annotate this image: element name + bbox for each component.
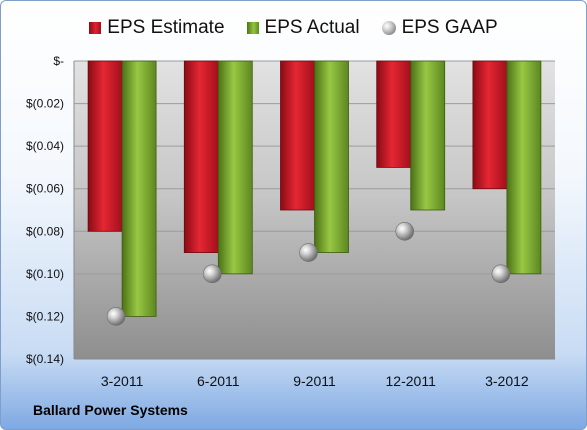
x-tick-label: 3-2011 bbox=[101, 373, 144, 389]
legend-swatch-gaap bbox=[381, 21, 396, 35]
gaap-marker bbox=[299, 243, 318, 262]
bar-estimate bbox=[376, 60, 412, 168]
legend-label-estimate: EPS Estimate bbox=[107, 17, 225, 38]
legend-item-actual: EPS Actual bbox=[246, 17, 360, 39]
gaap-marker bbox=[395, 221, 415, 241]
legend-swatch-actual bbox=[246, 22, 259, 34]
y-tick-label: $(0.14) bbox=[26, 352, 64, 366]
legend-item-estimate: EPS Estimate bbox=[89, 17, 225, 39]
company-name: Ballard Power Systems bbox=[33, 402, 188, 418]
legend: EPS Estimate EPS Actual EPS GAAP bbox=[0, 14, 587, 42]
y-tick-label: $(0.08) bbox=[26, 224, 64, 238]
y-tick-label: $(0.12) bbox=[26, 309, 64, 323]
bar-estimate bbox=[183, 60, 219, 253]
x-tick-label: 12-2011 bbox=[386, 373, 437, 389]
x-tick-label: 9-2011 bbox=[293, 373, 336, 389]
bar-actual bbox=[314, 60, 349, 253]
y-tick-label: $(0.10) bbox=[26, 267, 64, 281]
bar-estimate bbox=[472, 60, 508, 190]
legend-label-actual: EPS Actual bbox=[264, 17, 360, 38]
bar-actual bbox=[506, 60, 542, 275]
gaap-marker bbox=[106, 307, 126, 326]
legend-swatch-estimate bbox=[89, 22, 102, 34]
y-tick-label: $(0.06) bbox=[26, 182, 64, 196]
x-tick-label: 6-2011 bbox=[197, 373, 240, 389]
plot-layer: $- $(0.02) $(0.04) $(0.06) $(0.08) $(0.10) $(0… bbox=[26, 54, 555, 389]
y-tick-label: $(0.04) bbox=[26, 139, 64, 153]
bar-estimate bbox=[87, 60, 123, 232]
y-tick-label: $- bbox=[53, 54, 64, 68]
bar-actual bbox=[217, 60, 253, 275]
bar-estimate bbox=[280, 60, 315, 211]
legend-item-gaap: EPS GAAP bbox=[381, 17, 498, 39]
gaap-marker bbox=[203, 264, 222, 284]
gaap-marker bbox=[491, 264, 511, 284]
x-tick-label: 3-2012 bbox=[485, 373, 529, 389]
y-tick-label: $(0.02) bbox=[26, 97, 64, 111]
bar-actual bbox=[121, 60, 157, 317]
bar-actual bbox=[410, 60, 446, 211]
legend-label-gaap: EPS GAAP bbox=[401, 17, 498, 38]
